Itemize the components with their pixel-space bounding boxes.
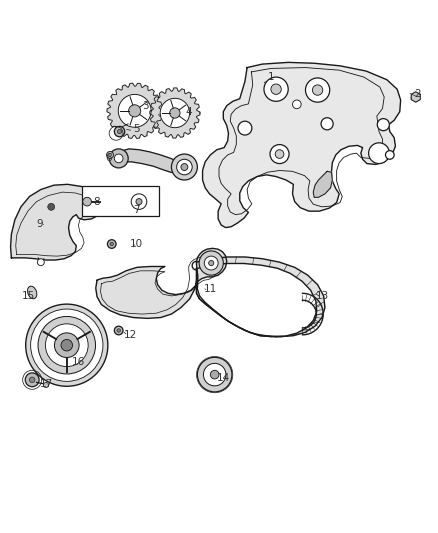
Polygon shape <box>11 184 103 260</box>
Circle shape <box>106 151 113 158</box>
Circle shape <box>305 78 330 102</box>
Circle shape <box>83 197 92 206</box>
Circle shape <box>208 261 214 265</box>
Text: 5: 5 <box>134 124 140 134</box>
Circle shape <box>136 199 142 205</box>
Polygon shape <box>96 248 227 318</box>
Circle shape <box>38 317 95 374</box>
Circle shape <box>369 143 389 164</box>
Circle shape <box>126 189 152 215</box>
Polygon shape <box>150 88 200 138</box>
Polygon shape <box>202 62 401 228</box>
Polygon shape <box>118 94 151 127</box>
Circle shape <box>61 340 73 351</box>
Polygon shape <box>160 98 190 128</box>
Text: 7: 7 <box>134 205 140 215</box>
Circle shape <box>171 154 198 180</box>
Text: 1: 1 <box>268 72 274 82</box>
Circle shape <box>238 121 252 135</box>
Circle shape <box>114 126 125 137</box>
Circle shape <box>181 164 188 171</box>
Circle shape <box>129 105 141 117</box>
Text: 2: 2 <box>415 88 421 99</box>
Polygon shape <box>411 92 420 102</box>
Circle shape <box>37 259 44 265</box>
Circle shape <box>270 144 289 164</box>
Polygon shape <box>117 149 185 173</box>
Text: 15: 15 <box>22 291 35 301</box>
Circle shape <box>109 149 128 168</box>
Circle shape <box>25 373 39 387</box>
Circle shape <box>117 130 122 134</box>
Text: 14: 14 <box>217 373 230 383</box>
Circle shape <box>117 329 120 332</box>
Circle shape <box>131 194 147 209</box>
Circle shape <box>199 251 223 275</box>
Circle shape <box>48 204 55 211</box>
Circle shape <box>110 243 113 246</box>
Circle shape <box>204 256 218 270</box>
Circle shape <box>107 240 116 248</box>
Circle shape <box>203 364 226 386</box>
Text: 12: 12 <box>124 330 137 340</box>
Circle shape <box>210 370 219 379</box>
Circle shape <box>177 159 192 175</box>
Text: 9: 9 <box>36 219 43 229</box>
Circle shape <box>264 77 288 101</box>
Circle shape <box>43 382 49 387</box>
Text: 8: 8 <box>94 198 100 207</box>
Circle shape <box>377 119 389 131</box>
Text: 16: 16 <box>72 357 85 367</box>
Text: 17: 17 <box>39 379 53 389</box>
Circle shape <box>29 377 35 383</box>
Ellipse shape <box>28 286 37 298</box>
Circle shape <box>54 333 79 358</box>
Text: 4: 4 <box>185 107 192 117</box>
Polygon shape <box>107 83 162 139</box>
Text: 10: 10 <box>130 239 143 249</box>
FancyBboxPatch shape <box>82 187 159 216</box>
Circle shape <box>385 151 394 159</box>
Circle shape <box>198 357 232 392</box>
Circle shape <box>312 85 323 95</box>
Text: 6: 6 <box>106 154 112 164</box>
Polygon shape <box>313 172 332 197</box>
Circle shape <box>114 154 123 163</box>
Circle shape <box>114 326 123 335</box>
Circle shape <box>170 108 180 118</box>
Circle shape <box>293 100 301 109</box>
Polygon shape <box>197 257 325 336</box>
Text: 3: 3 <box>142 101 149 111</box>
Circle shape <box>109 154 111 156</box>
Circle shape <box>31 309 103 381</box>
Text: 13: 13 <box>316 291 329 301</box>
Circle shape <box>26 304 108 386</box>
Circle shape <box>46 324 88 367</box>
Circle shape <box>321 118 333 130</box>
Circle shape <box>275 150 284 158</box>
Text: 11: 11 <box>204 284 217 294</box>
Circle shape <box>271 84 281 94</box>
